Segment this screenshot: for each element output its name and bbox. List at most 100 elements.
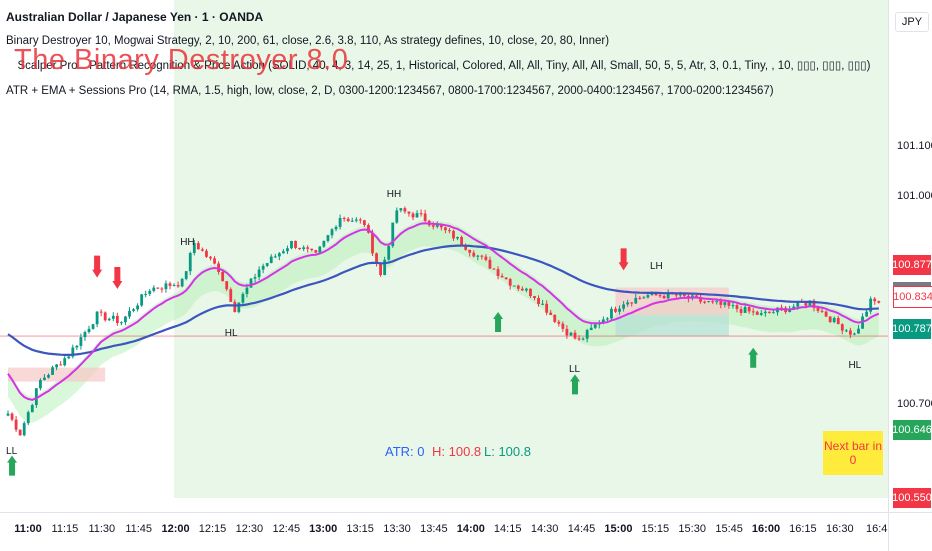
candle-body: [618, 308, 621, 312]
candle-body: [209, 256, 212, 259]
time-axis-label: 13:30: [383, 523, 411, 535]
candle-body: [824, 311, 828, 317]
time-axis-label: 12:15: [198, 523, 227, 535]
candle-body: [812, 300, 816, 308]
time-axis-label: 15:30: [678, 523, 706, 535]
ema-slow-line: [7, 244, 879, 356]
candle-body: [213, 258, 216, 264]
price-tick-label: 101.100: [897, 140, 932, 152]
candle-body: [792, 306, 796, 309]
candle-body: [743, 306, 747, 313]
candle-body: [286, 248, 289, 252]
candle-body: [379, 263, 382, 276]
candle-body: [306, 247, 310, 249]
candle-body: [221, 271, 225, 282]
candle-body: [302, 247, 306, 250]
candle-body: [310, 248, 314, 251]
time-axis-label: 12:45: [272, 523, 301, 535]
candle-body: [387, 246, 391, 260]
candle-body: [354, 219, 358, 221]
pivot-label: LL: [569, 364, 581, 376]
candle-body: [464, 245, 468, 250]
symbol-title[interactable]: Australian Dollar / Japanese Yen · 1 · O…: [6, 10, 264, 24]
candle-body: [152, 287, 156, 291]
candle-body: [249, 278, 253, 288]
candle-body: [18, 429, 22, 436]
candle-body: [342, 218, 346, 220]
candle-body: [662, 296, 666, 299]
candle-body: [747, 306, 751, 312]
price-chart[interactable]: [0, 0, 888, 512]
candle-body: [735, 305, 739, 309]
time-axis-label: 11:30: [88, 523, 116, 535]
candle-body: [674, 294, 678, 296]
pivot-label: HL: [848, 359, 862, 371]
chart-area[interactable]: Australian Dollar / Japanese Yen · 1 · O…: [0, 0, 888, 512]
axis-corner[interactable]: [888, 512, 932, 551]
candle-body: [196, 243, 200, 250]
candle-body: [500, 275, 504, 278]
candle-body: [723, 302, 727, 305]
candle-body: [840, 324, 844, 331]
currency-button[interactable]: JPY: [895, 12, 929, 32]
candle-body: [581, 338, 585, 340]
candle-body: [739, 308, 743, 313]
candle-body: [869, 298, 873, 312]
candle-body: [330, 229, 334, 236]
candle-body: [403, 208, 407, 212]
candle-body: [460, 236, 463, 246]
buy-arrow-icon: [748, 347, 759, 368]
time-axis[interactable]: 11:00 11:15 11:30 11:45 12:00 12:15 12:30 12:45…: [0, 512, 888, 551]
candle-body: [363, 220, 366, 226]
time-axis-label: 16:15: [789, 523, 817, 535]
candle-body: [180, 278, 184, 287]
candle-body: [476, 255, 480, 257]
candle-body: [144, 293, 148, 295]
indicator-legend-scalper-pro[interactable]: Scalper Pro Pattern Recognition & Price …: [6, 60, 871, 72]
candle-body: [71, 347, 75, 357]
candle-body: [30, 405, 34, 413]
candle-body: [444, 227, 447, 231]
price-tick-label: 100.700: [897, 398, 932, 410]
candle-body: [614, 308, 617, 312]
candle-body: [589, 327, 593, 331]
candle-body: [43, 377, 46, 381]
candle-body: [719, 301, 723, 305]
candle-body: [115, 315, 119, 323]
time-axis-label: 12:00: [161, 523, 190, 535]
time-axis-label: 15:15: [641, 523, 670, 535]
candle-body: [646, 295, 650, 298]
time-axis-label: 14:00: [456, 523, 485, 535]
candle-body: [832, 318, 836, 323]
price-scale[interactable]: JPY 101.100 101.000 100.700 100.877 100.8…: [888, 0, 932, 512]
candle-body: [391, 222, 395, 247]
candle-body: [763, 311, 767, 314]
candle-body: [573, 332, 577, 339]
candle-body: [164, 283, 168, 290]
candle-body: [124, 316, 127, 323]
price-tick-label: 101.000: [897, 190, 932, 202]
candle-body: [508, 279, 512, 286]
indicator-legend-binary-destroyer[interactable]: Binary Destroyer 10, Mogwai Strategy, 2,…: [6, 35, 610, 47]
candle-body: [541, 303, 544, 305]
candle-body: [261, 265, 265, 270]
sell-arrow-icon: [112, 266, 123, 289]
candle-body: [808, 300, 812, 306]
candle-body: [99, 311, 103, 313]
candle-body: [107, 318, 111, 321]
candle-body: [237, 302, 241, 313]
candle-body: [294, 240, 297, 248]
candle-body: [367, 225, 370, 233]
candle-body: [14, 419, 18, 430]
pivot-label: HL: [224, 327, 238, 339]
support-zone: [615, 315, 729, 337]
candle-body: [358, 219, 362, 221]
pivot-label: LL: [6, 445, 18, 457]
candle-body: [844, 330, 848, 332]
time-axis-label: 15:00: [604, 523, 633, 535]
candle-body: [338, 218, 342, 227]
indicator-legend-atr-ema-sessions[interactable]: ATR + EMA + Sessions Pro (14, RMA, 1.5, …: [6, 85, 774, 97]
candle-body: [201, 249, 204, 251]
candle-body: [565, 328, 569, 336]
candle-body: [751, 311, 755, 313]
